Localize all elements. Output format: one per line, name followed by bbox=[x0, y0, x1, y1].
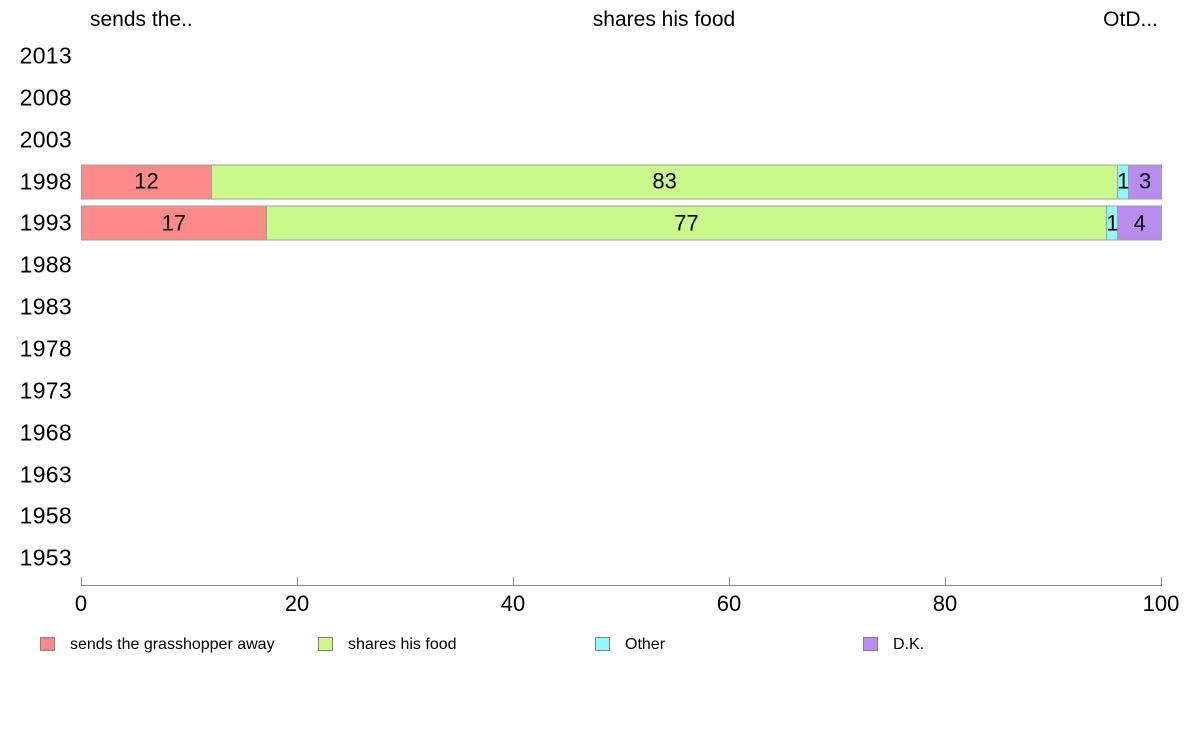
bar-value-label: 1 bbox=[1106, 210, 1119, 236]
x-tick-mark bbox=[81, 577, 82, 585]
stacked-bar: 17 77 1 4 bbox=[81, 205, 1162, 241]
column-header-center: shares his food bbox=[592, 8, 736, 31]
x-tick-label: 20 bbox=[284, 591, 310, 616]
bar-segment: 17 bbox=[81, 205, 267, 241]
legend-swatch bbox=[863, 637, 878, 651]
y-axis-label: 1988 bbox=[19, 251, 72, 278]
category-row: 1983 bbox=[0, 286, 1188, 328]
y-axis-label: 1958 bbox=[19, 502, 72, 529]
y-axis-label: 1983 bbox=[19, 293, 72, 320]
x-tick-mark bbox=[1161, 577, 1162, 585]
bar-segment: 1 bbox=[1117, 164, 1130, 200]
legend-label: shares his food bbox=[348, 636, 457, 653]
bar-value-label: 3 bbox=[1138, 168, 1152, 194]
column-header-right: OtD... bbox=[1103, 8, 1158, 31]
bar-value-label: 77 bbox=[674, 210, 699, 236]
y-axis-label: 1973 bbox=[19, 377, 72, 404]
category-row: 2003 bbox=[0, 119, 1188, 161]
y-axis-label: 1978 bbox=[19, 335, 72, 362]
x-axis-line bbox=[81, 585, 1162, 586]
bar-segment: 3 bbox=[1129, 164, 1162, 200]
y-axis-label: 2003 bbox=[19, 126, 72, 153]
category-row: 1953 bbox=[0, 537, 1188, 579]
y-axis-label: 1968 bbox=[19, 419, 72, 446]
category-row: 1958 bbox=[0, 495, 1188, 537]
category-row: 2008 bbox=[0, 77, 1188, 119]
x-tick-mark bbox=[945, 577, 946, 585]
bar-segment: 12 bbox=[81, 164, 213, 200]
x-tick-label: 100 bbox=[1142, 591, 1180, 616]
legend-label: D.K. bbox=[893, 636, 925, 653]
y-axis-label: 1998 bbox=[19, 168, 72, 195]
x-tick-label: 40 bbox=[500, 591, 526, 616]
y-axis-label: 1993 bbox=[19, 209, 72, 236]
category-row: 1993 17 77 1 4 bbox=[0, 202, 1188, 244]
bar-value-label: 4 bbox=[1133, 210, 1146, 236]
bar-value-label: 17 bbox=[161, 210, 187, 236]
legend-swatch bbox=[40, 637, 55, 651]
bar-value-label: 1 bbox=[1117, 168, 1130, 194]
category-row: 1963 bbox=[0, 454, 1188, 496]
category-row: 1968 bbox=[0, 412, 1188, 454]
x-tick-mark bbox=[297, 577, 298, 585]
x-tick-mark bbox=[729, 577, 730, 585]
y-axis-label: 1963 bbox=[19, 461, 72, 487]
y-axis-label: 1953 bbox=[19, 544, 72, 571]
category-row: 2013 bbox=[0, 35, 1188, 77]
y-axis-label: 2008 bbox=[19, 84, 72, 111]
column-header-left: sends the.. bbox=[90, 8, 193, 31]
x-tick-label: 60 bbox=[716, 591, 742, 616]
bar-value-label: 83 bbox=[652, 168, 677, 194]
category-row: 1973 bbox=[0, 370, 1188, 412]
bar-segment: 4 bbox=[1118, 205, 1162, 241]
bar-segment: 77 bbox=[266, 205, 1108, 241]
bar-segment: 1 bbox=[1106, 205, 1119, 241]
legend-label: Other bbox=[625, 636, 666, 653]
legend-label: sends the grasshopper away bbox=[70, 636, 275, 653]
x-tick-label: 80 bbox=[932, 591, 958, 616]
y-axis-label: 2013 bbox=[19, 42, 72, 69]
bar-segment: 83 bbox=[212, 164, 1119, 200]
category-row: 1988 bbox=[0, 244, 1188, 286]
stacked-bar: 12 83 1 3 bbox=[81, 164, 1162, 200]
category-row: 1998 12 83 1 3 bbox=[0, 161, 1188, 203]
bar-value-label: 12 bbox=[134, 168, 159, 194]
legend-swatch bbox=[595, 637, 610, 651]
category-row: 1978 bbox=[0, 328, 1188, 370]
x-tick-mark bbox=[513, 577, 514, 585]
legend-swatch bbox=[318, 637, 333, 651]
x-tick-label: 0 bbox=[74, 591, 88, 616]
